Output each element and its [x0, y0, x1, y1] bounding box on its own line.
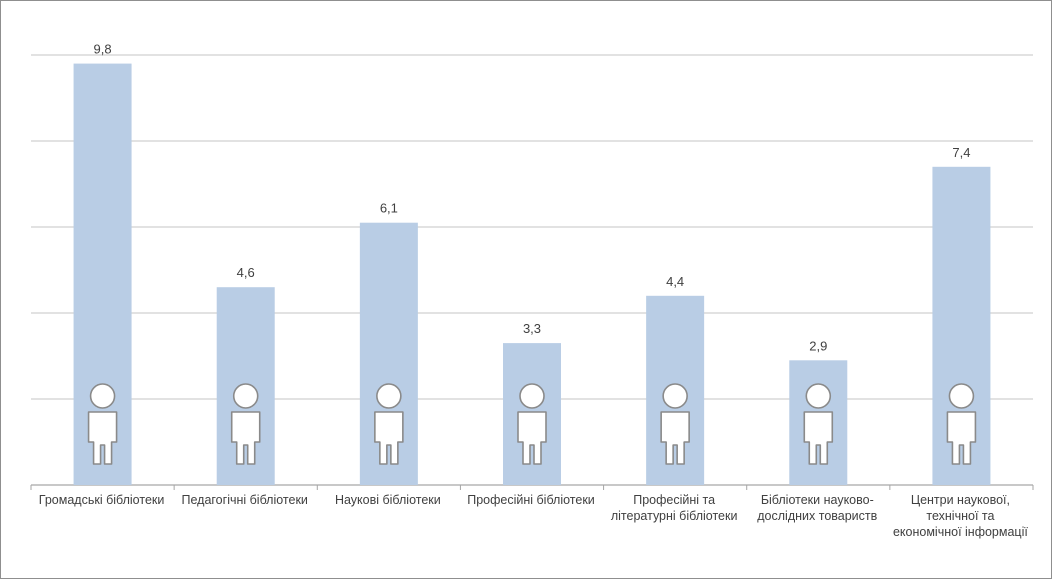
person-icon: [374, 383, 404, 465]
category-label: Професійні та літературні бібліотеки: [610, 493, 738, 523]
person-icon: [230, 383, 261, 465]
person-icon: [517, 383, 547, 465]
data-label: 4,4: [666, 274, 684, 289]
data-label: 3,3: [523, 321, 541, 336]
person-icon: [660, 383, 690, 465]
data-label: 2,9: [809, 338, 827, 353]
category-label: Центри наукової, технічної та економічно…: [892, 493, 1028, 539]
category-label: Педагогічні бібліотеки: [181, 493, 308, 507]
data-label: 6,1: [380, 201, 398, 216]
category-label: Бібліотеки науково-дослідних товариств: [757, 493, 878, 523]
person-icon: [803, 383, 834, 465]
category-label: Громадські бібліотеки: [38, 493, 165, 507]
category-label: Професійні бібліотеки: [467, 493, 595, 507]
data-label: 4,6: [237, 265, 255, 280]
data-label: 9,8: [94, 42, 112, 57]
person-icon: [87, 383, 118, 465]
category-label: Наукові бібліотеки: [334, 493, 441, 507]
data-label: 7,4: [952, 145, 970, 160]
person-icon: [946, 383, 977, 465]
